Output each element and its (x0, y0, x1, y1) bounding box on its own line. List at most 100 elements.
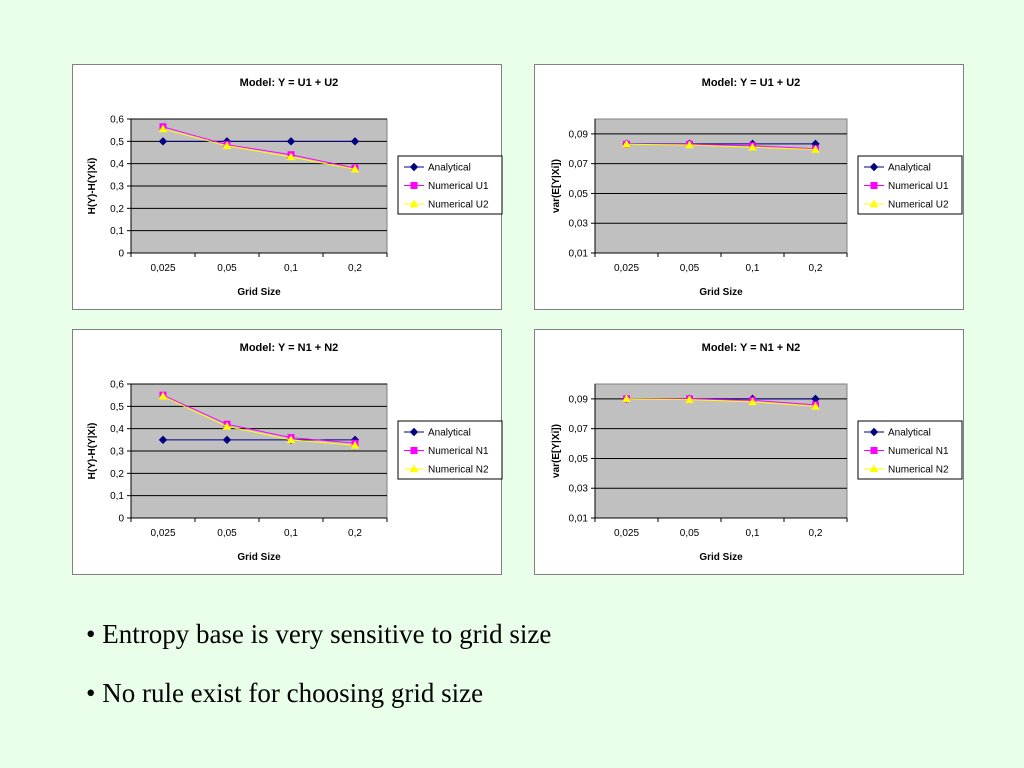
chart-panel-entropy-normal: Model: Y = N1 + N2 0 0,1 0,2 0,3 0,4 0,5 0,6 0,0… (72, 329, 503, 575)
data-point (286, 435, 296, 444)
y-tick-label: 0,05 (569, 454, 589, 465)
x-axis-label: Grid Size (237, 287, 281, 298)
y-axis-label: H(Y)-H(Y|Xi) (87, 158, 98, 215)
x-tick-label: 0,025 (614, 263, 639, 274)
data-point (222, 141, 232, 150)
series-line (626, 398, 816, 407)
legend-entry: Numerical U2 (888, 200, 949, 211)
x-tick-label: 0,025 (150, 528, 175, 539)
legend-entry: Analytical (428, 163, 471, 174)
legend-swatch-marker (409, 464, 419, 473)
x-axis-label: Grid Size (699, 552, 743, 563)
legend-swatch-marker (410, 182, 418, 189)
series-line (626, 143, 816, 151)
legend-swatch-marker (870, 182, 878, 189)
x-tick-label: 0,05 (217, 263, 237, 274)
y-tick-label: 0,05 (569, 189, 589, 200)
legend-entry: Numerical U1 (888, 181, 949, 192)
legend-entry: Analytical (888, 163, 931, 174)
data-point (748, 397, 757, 406)
data-point (222, 421, 232, 430)
chart-title: Model: Y = N1 + N2 (702, 342, 801, 354)
series-line (162, 126, 356, 169)
y-tick-label: 0 (118, 249, 124, 260)
data-point (622, 394, 631, 403)
chart-title: Model: Y = N1 + N2 (240, 342, 339, 354)
y-tick-label: 0,5 (110, 402, 124, 413)
y-tick-label: 0 (118, 514, 124, 525)
y-tick-label: 0,09 (569, 394, 589, 405)
data-point (222, 435, 232, 445)
y-tick-label: 0,4 (110, 159, 124, 170)
legend-swatch-marker (870, 447, 878, 454)
data-point (811, 401, 820, 410)
y-tick-label: 0,01 (569, 249, 589, 260)
y-tick-label: 0,4 (110, 424, 124, 435)
y-tick-label: 0,09 (569, 129, 589, 140)
legend-entry: Numerical N2 (888, 465, 949, 476)
y-tick-label: 0,3 (110, 447, 124, 458)
y-tick-label: 0,6 (110, 380, 124, 391)
y-tick-label: 0,07 (569, 424, 589, 435)
chart-panel-variance-uniform: Model: Y = U1 + U2 0,01 0,03 0,05 0,07 0,09 0,… (534, 64, 964, 310)
data-point (685, 395, 694, 403)
data-point (286, 152, 296, 161)
data-point (158, 124, 168, 133)
y-tick-label: 0,07 (569, 159, 589, 170)
y-tick-label: 0,1 (110, 226, 124, 237)
legend-entry: Numerical U2 (428, 200, 489, 211)
x-tick-label: 0,025 (614, 528, 639, 539)
legend-swatch-marker (409, 427, 419, 437)
x-axis-label: Grid Size (699, 287, 743, 298)
bullet-item: • Entropy base is very sensitive to grid… (86, 619, 552, 649)
y-axis-label: var(E[Y|Xi]) (551, 424, 562, 478)
series-line (162, 394, 356, 444)
chart-title: Model: Y = U1 + U2 (240, 77, 339, 89)
series-line (162, 128, 356, 170)
legend-swatch-marker (869, 199, 879, 208)
data-point (158, 137, 168, 146)
bullet-list: • Entropy base is very sensitive to grid… (86, 614, 551, 732)
chart-title: Model: Y = U1 + U2 (702, 77, 801, 89)
x-tick-label: 0,2 (348, 528, 362, 539)
y-tick-label: 0,03 (569, 219, 589, 230)
y-tick-label: 0,01 (569, 514, 589, 525)
legend-entry: Numerical N1 (888, 446, 949, 457)
chart-panel-variance-normal: Model: Y = N1 + N2 0,01 0,03 0,05 0,07 0,09 0,… (534, 329, 964, 575)
legend-swatch-marker (409, 199, 419, 208)
x-axis-label: Grid Size (237, 552, 281, 563)
chart-svg: Model: Y = U1 + U2 0,01 0,03 0,05 0,07 0,09 0,… (551, 77, 963, 298)
plot-area (594, 383, 848, 519)
x-tick-label: 0,05 (680, 263, 700, 274)
legend-swatch-marker (869, 464, 879, 473)
data-point (350, 440, 360, 449)
chart-svg: Model: Y = U1 + U2 0 0,1 0,2 0,3 0,4 0,5 0,6 0,0… (87, 77, 503, 298)
plot-area (594, 118, 848, 254)
data-point (350, 164, 360, 173)
chart-svg: Model: Y = N1 + N2 0,01 0,03 0,05 0,07 0,09 0,… (551, 342, 963, 563)
data-point (158, 391, 168, 400)
x-tick-label: 0,1 (284, 528, 298, 539)
bullet-item: • No rule exist for choosing grid size (86, 678, 484, 708)
legend-entry: Numerical N2 (428, 465, 489, 476)
x-tick-label: 0,2 (809, 528, 823, 539)
legend-swatch-marker (409, 162, 419, 172)
series-line (162, 395, 356, 446)
x-tick-label: 0,1 (284, 263, 298, 274)
legend-entry: Analytical (428, 428, 471, 439)
x-tick-label: 0,025 (150, 263, 175, 274)
legend-entry: Numerical U1 (428, 181, 489, 192)
data-point (622, 139, 631, 148)
chart-svg: Model: Y = N1 + N2 0 0,1 0,2 0,3 0,4 0,5 0,6 0,0… (87, 342, 503, 563)
y-axis-label: H(Y)-H(Y|Xi) (87, 423, 98, 480)
y-tick-label: 0,3 (110, 182, 124, 193)
y-axis-label: var(E[Y|Xi]) (551, 159, 562, 213)
chart-panel-entropy-uniform: Model: Y = U1 + U2 0 0,1 0,2 0,3 0,4 0,5 0,6 0,0… (72, 64, 503, 310)
y-tick-label: 0,1 (110, 491, 124, 502)
y-tick-label: 0,6 (110, 115, 124, 126)
data-point (158, 435, 168, 445)
data-point (350, 137, 360, 146)
x-tick-label: 0,2 (348, 263, 362, 274)
x-tick-label: 0,05 (217, 528, 237, 539)
legend-entry: Numerical N1 (428, 446, 489, 457)
